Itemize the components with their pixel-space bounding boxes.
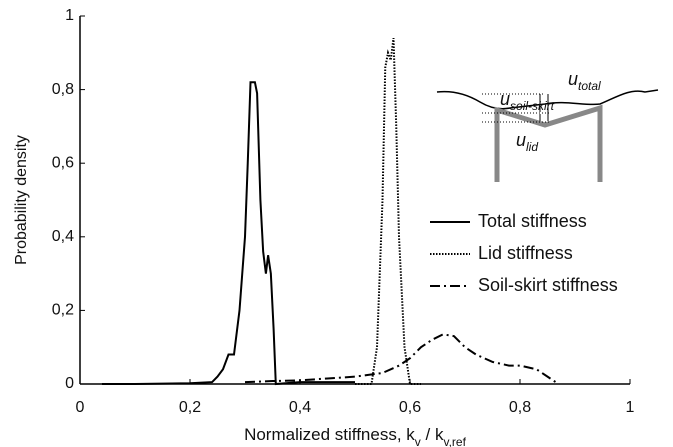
y-axis-label: Probability density [13,135,30,265]
y-tick-label: 0,6 [52,154,74,171]
label-part: Normalized stiffness, k [244,425,415,444]
subscript: v [415,435,421,447]
x-axis-label: Normalized stiffness, kv / kv,ref [244,425,466,447]
annotation: ulid [516,130,538,154]
y-tick-label: 0,8 [52,81,74,98]
y-tick-label: 0,2 [52,302,74,319]
x-tick-label: 0,8 [509,399,531,416]
annotation: usoil-skirt [500,89,555,113]
x-tick-label: 0 [76,399,85,416]
annotation-symbol: u [516,130,526,150]
y-tick-label: 0,4 [52,228,74,245]
annotation-symbol: u [568,69,578,89]
label-part: / k [421,425,444,444]
y-tick-label: 0 [65,375,74,392]
x-tick-label: 0,2 [179,399,201,416]
inset-diagram [436,89,659,182]
foundation [494,104,603,182]
legend-label: Total stiffness [478,211,587,231]
x-tick-label: 1 [626,399,635,416]
annotation: utotal [568,69,601,93]
annotation-subscript: soil-skirt [510,99,555,113]
x-tick-label: 0,4 [289,399,311,416]
series-line [102,81,355,386]
series-line [355,37,421,385]
annotation-symbol: u [500,89,510,109]
subscript: v,ref [443,435,466,447]
legend-label: Lid stiffness [478,243,573,263]
ground-line [436,89,659,110]
legend-label: Soil-skirt stiffness [478,275,618,295]
annotation-subscript: total [578,79,601,93]
y-tick-label: 1 [65,7,74,24]
annotation-subscript: lid [526,140,538,154]
x-tick-label: 0,6 [399,399,421,416]
series-line [244,333,560,385]
